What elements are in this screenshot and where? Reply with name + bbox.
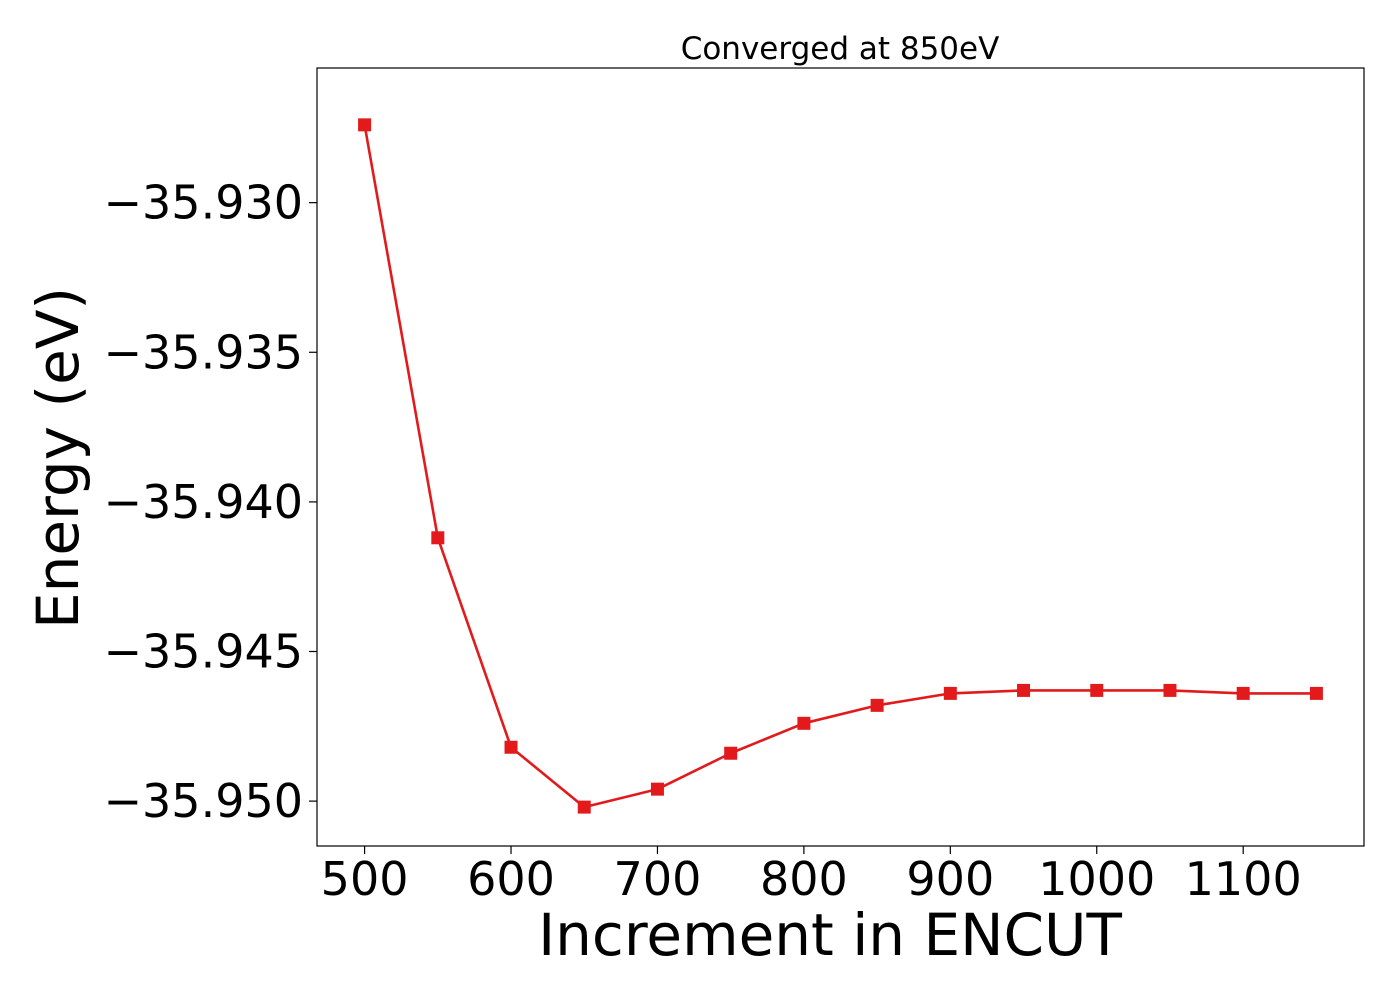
data-point-marker — [1163, 683, 1177, 697]
data-point-marker — [1090, 683, 1104, 697]
plot-frame — [316, 67, 1365, 847]
data-point-marker — [1236, 686, 1250, 700]
data-point-marker — [1017, 683, 1031, 697]
x-tick-label: 700 — [614, 852, 702, 906]
x-tick-label: 900 — [906, 852, 994, 906]
x-tick-label: 600 — [467, 852, 555, 906]
x-tick-label: 1100 — [1185, 852, 1302, 906]
y-axis-title: Energy (eV) — [24, 287, 92, 629]
y-tick-label: −35.930 — [104, 176, 304, 230]
data-point-marker — [797, 716, 811, 730]
data-point-marker — [358, 118, 372, 132]
series-layer — [358, 118, 1323, 814]
data-point-marker — [724, 746, 738, 760]
series-line — [363, 124, 1317, 809]
data-point-marker — [943, 686, 957, 700]
data-point-marker — [1309, 686, 1323, 700]
data-point-marker — [870, 698, 884, 712]
y-tick-label: −35.940 — [104, 475, 304, 529]
y-tick-label: −35.945 — [104, 625, 304, 679]
y-tick-label: −35.950 — [104, 774, 304, 828]
data-point-marker — [504, 740, 518, 754]
chart-title: Converged at 850eV — [681, 31, 1000, 67]
y-tick-label: −35.935 — [104, 325, 304, 379]
x-tick-label: 500 — [321, 852, 409, 906]
x-axis-title: Increment in ENCUT — [538, 901, 1122, 969]
data-point-marker — [650, 782, 664, 796]
x-axis-ticks: 500 600 700 800 900 1000 1100 — [321, 846, 1302, 906]
y-axis-ticks: −35.930 −35.935 −35.940 −35.945 −35.950 — [104, 176, 317, 828]
data-point-marker — [577, 800, 591, 814]
x-tick-label: 800 — [760, 852, 848, 906]
data-point-marker — [431, 531, 445, 545]
x-tick-label: 1000 — [1038, 852, 1155, 906]
